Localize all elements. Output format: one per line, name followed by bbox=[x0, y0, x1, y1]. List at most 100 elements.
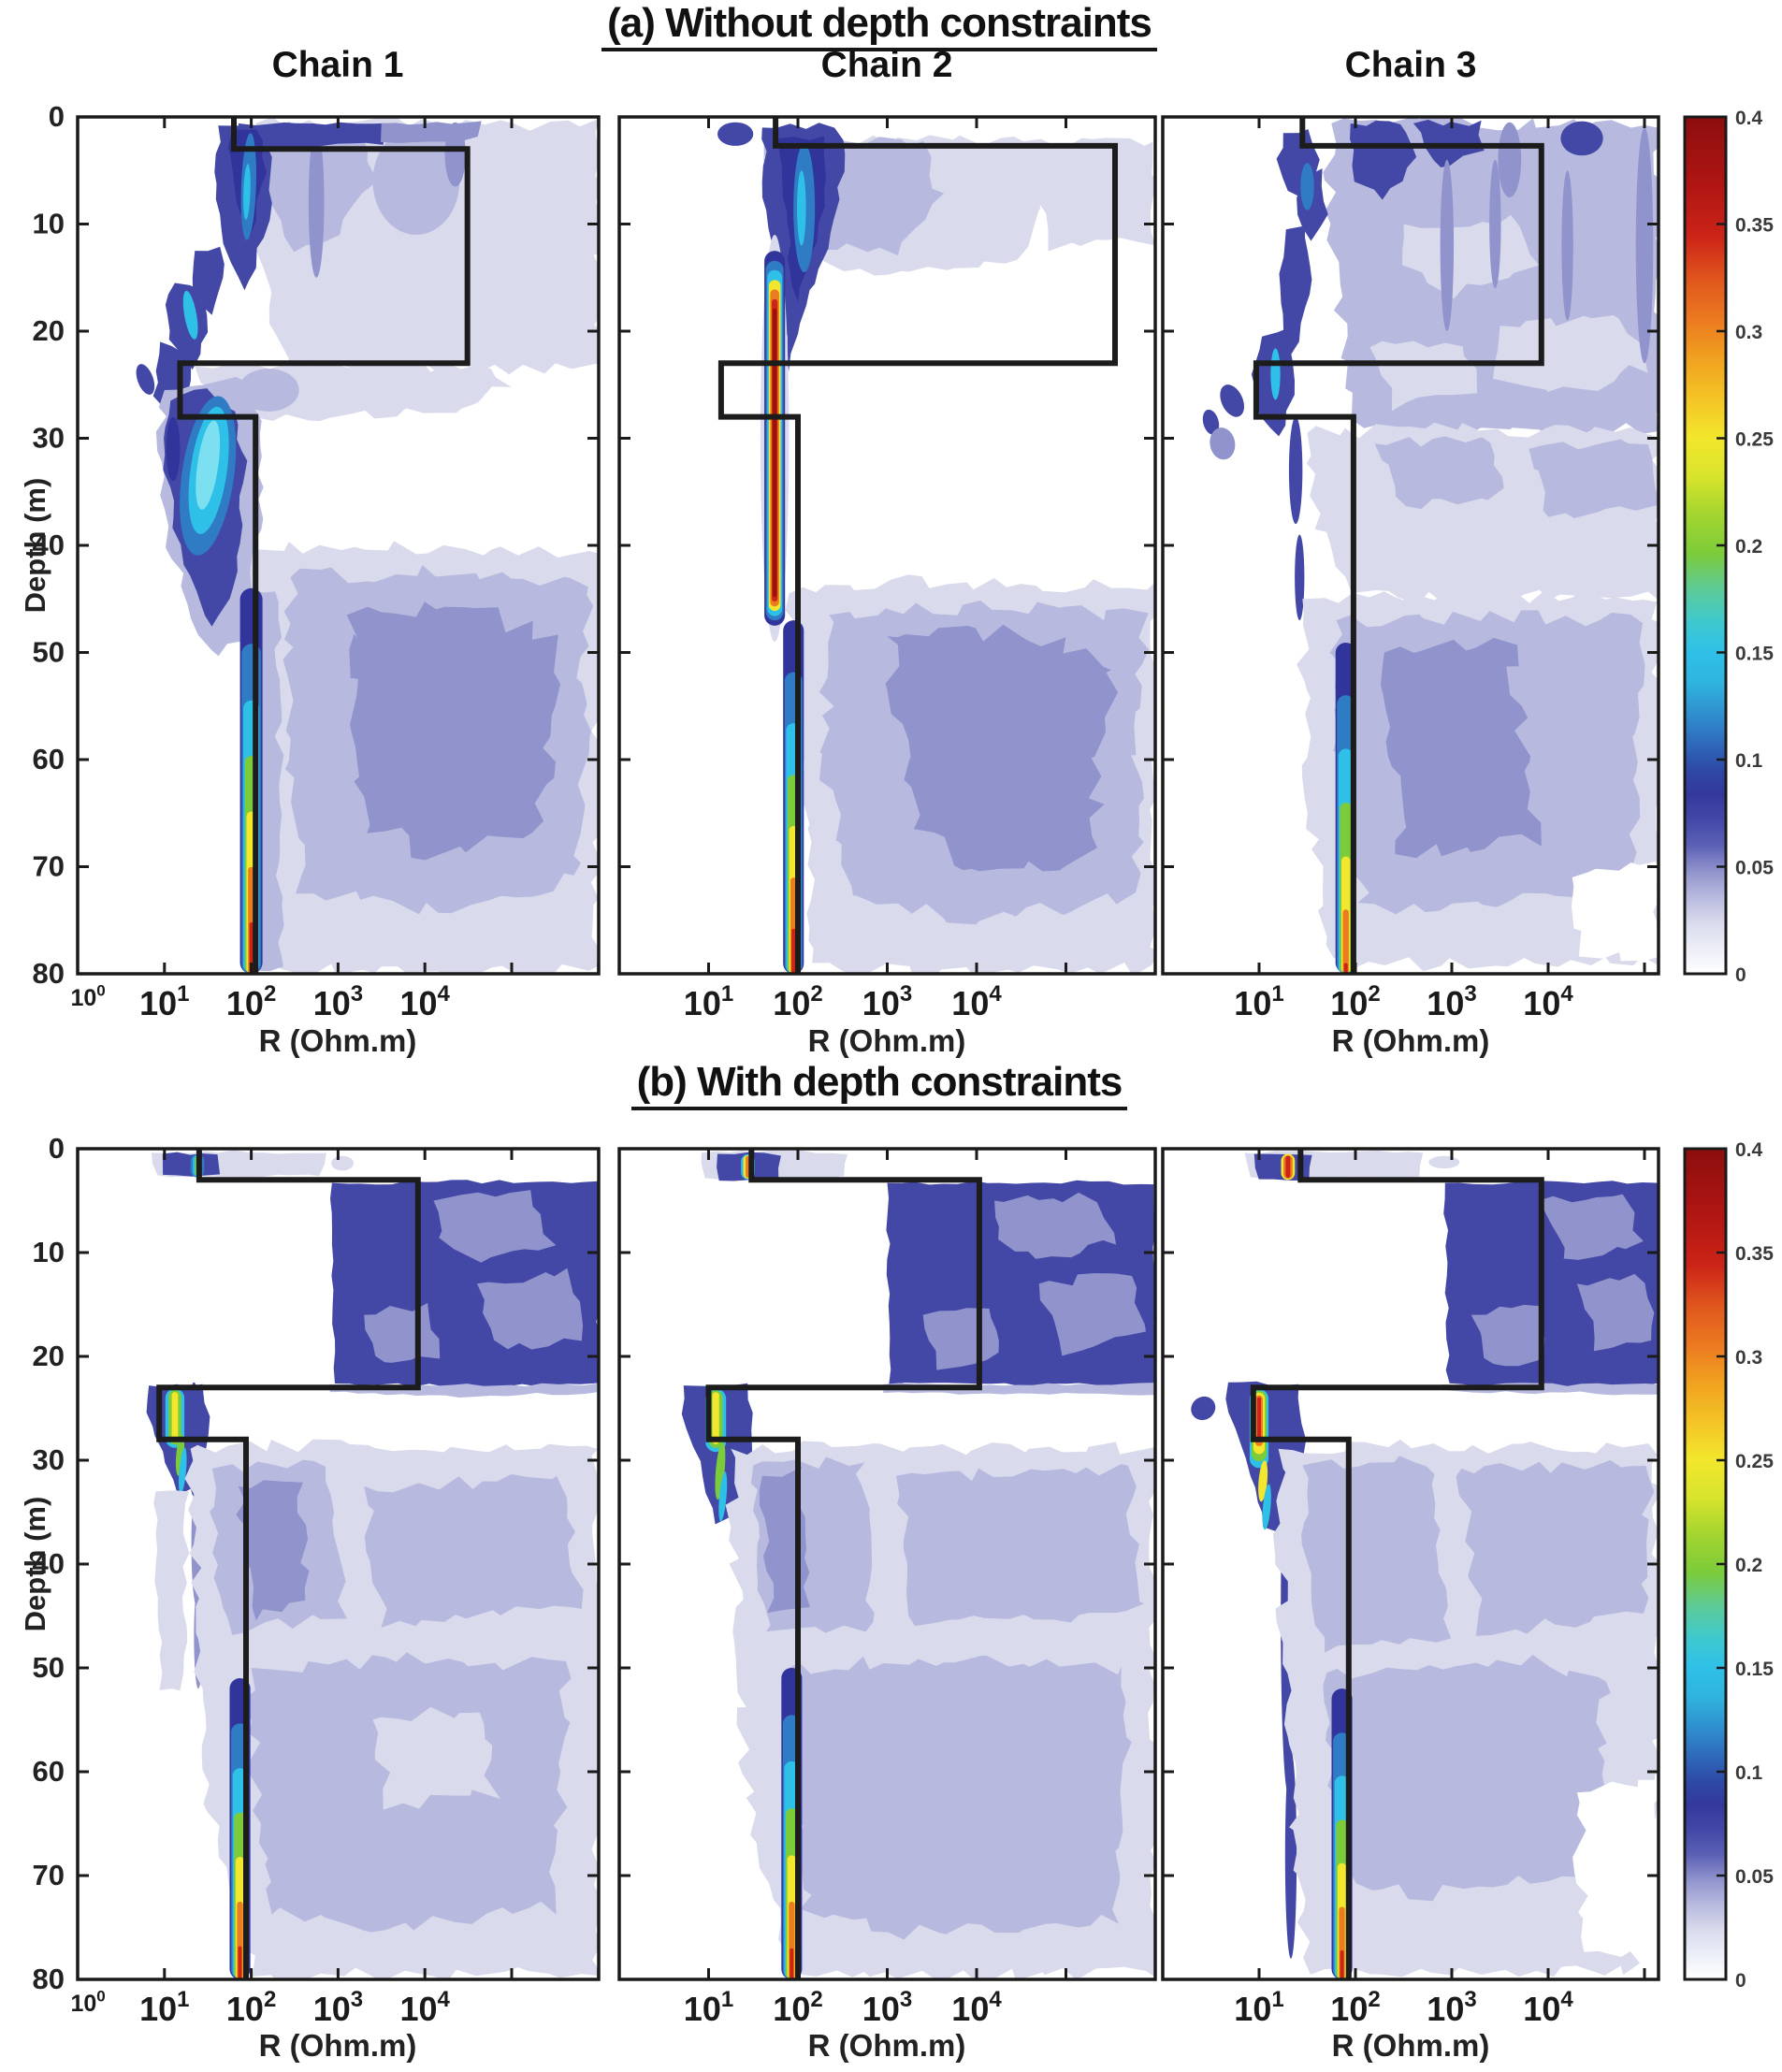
panel-a-title: (a) Without depth constraints bbox=[0, 0, 1759, 51]
reference-model-line bbox=[156, 1150, 421, 1978]
x-tick-label-10e1: 101 bbox=[139, 1987, 189, 2028]
y-tick-label-40: 40 bbox=[33, 1547, 65, 1580]
y-tick-label-10: 10 bbox=[33, 1236, 65, 1268]
reference-model-line bbox=[717, 118, 1118, 973]
x-tick-label-10e3: 103 bbox=[862, 1987, 912, 2028]
y-tick-label-0: 0 bbox=[49, 1132, 65, 1165]
x-tick-label-10e2: 102 bbox=[226, 981, 276, 1022]
colorbar-panel-a: 0 0.05 0.1 0.15 0.2 0.25 0.3 0.35 0.4 bbox=[1683, 108, 1774, 986]
x-tick-label-10e3: 103 bbox=[313, 981, 363, 1022]
axis-ticks bbox=[619, 115, 1157, 976]
y-tick-label-60: 60 bbox=[33, 1755, 65, 1788]
density-blob-cyan bbox=[797, 170, 806, 246]
x-tick-label-10e4: 104 bbox=[1523, 1987, 1573, 2028]
density-region-l4 bbox=[681, 1383, 753, 1525]
x-tick-label-10e0: 100 bbox=[70, 1988, 105, 2018]
panel-a-title-text: (a) Without depth constraints bbox=[601, 0, 1157, 51]
panel-b-title: (b) With depth constraints bbox=[0, 1059, 1759, 1110]
probability-streak-orange bbox=[1342, 909, 1349, 973]
probability-streak-red bbox=[1343, 963, 1348, 973]
density-blob-l3 bbox=[308, 127, 325, 278]
subplot-a-chain-2: 101 102 103 104 bbox=[617, 115, 1157, 1022]
x-tick-label-10e1: 101 bbox=[684, 981, 733, 1022]
probability-streak-red bbox=[791, 928, 796, 973]
density-region-l3 bbox=[1576, 1273, 1655, 1352]
density-blob-l2 bbox=[372, 127, 460, 235]
density-region-l1 bbox=[153, 1490, 190, 1691]
density-region-l2 bbox=[783, 1655, 1132, 1940]
density-blob-l3 bbox=[1498, 122, 1522, 197]
colorbar-label-0.1: 0.1 bbox=[1735, 750, 1763, 772]
density-field bbox=[717, 122, 1154, 973]
density-region-l3 bbox=[236, 1480, 310, 1621]
probability-streak-red bbox=[249, 922, 254, 973]
density-region-l2 bbox=[1301, 1456, 1452, 1653]
reference-model-line bbox=[177, 118, 471, 973]
density-blob-yellow bbox=[1258, 1460, 1268, 1502]
density-blob-l4 bbox=[1202, 409, 1220, 435]
density-blob-l3 bbox=[1635, 127, 1654, 364]
density-region-l3 bbox=[994, 1192, 1117, 1259]
x-tick-label-10e2: 102 bbox=[1330, 1987, 1380, 2028]
colorbar-label-0.2: 0.2 bbox=[1735, 536, 1762, 558]
probability-streak-darkred bbox=[773, 309, 777, 597]
reference-model-line bbox=[1253, 118, 1544, 973]
chain-3-title: Chain 3 bbox=[1344, 45, 1477, 85]
x-tick-label-10e4: 104 bbox=[951, 1987, 1002, 2028]
x-tick-label-10e2: 102 bbox=[226, 1987, 276, 2028]
density-region-l2 bbox=[1374, 436, 1504, 510]
density-region-l3 bbox=[346, 601, 561, 861]
panel-b-title-text: (b) With depth constraints bbox=[630, 1059, 1128, 1110]
probability-streak-red bbox=[1257, 1397, 1261, 1440]
density-region-l3 bbox=[1038, 1273, 1146, 1356]
subplot-b-chain-1: 100 101 102 103 104 0 10 20 30 40 50 60 70 80 bbox=[33, 1132, 601, 2028]
y-tick-label-60: 60 bbox=[33, 743, 65, 775]
x-tick-label-10e4: 104 bbox=[1523, 981, 1573, 1022]
probability-streak-red bbox=[1285, 1155, 1291, 1179]
density-blob-l4 bbox=[1560, 121, 1603, 156]
probability-streak-red bbox=[1340, 1949, 1344, 1978]
density-region-l3 bbox=[364, 1302, 441, 1363]
probability-streak-red bbox=[790, 1948, 794, 1978]
colorbar-label-0.4: 0.4 bbox=[1735, 108, 1763, 129]
density-blob-l1 bbox=[330, 1155, 355, 1171]
y-tick-label-30: 30 bbox=[33, 422, 65, 455]
colorbar-label-0.3: 0.3 bbox=[1735, 322, 1762, 343]
colorbar-label-0.25: 0.25 bbox=[1735, 1451, 1774, 1472]
y-tick-label-20: 20 bbox=[33, 314, 65, 347]
x-tick-label-10e3: 103 bbox=[1427, 981, 1476, 1022]
x-axis-label-a2: R (Ohm.m) bbox=[807, 1023, 966, 1058]
density-blob-cyan bbox=[179, 1447, 187, 1494]
x-tick-labels: 100 101 102 103 104 bbox=[70, 981, 450, 1022]
density-field bbox=[1191, 1150, 1658, 1978]
colorbar-label-0.1: 0.1 bbox=[1735, 1762, 1763, 1784]
x-axis-label-a3: R (Ohm.m) bbox=[1331, 1023, 1490, 1058]
y-tick-labels: 0 10 20 30 40 50 60 70 80 bbox=[33, 1132, 65, 1995]
density-region-l4 bbox=[238, 122, 385, 152]
y-tick-label-80: 80 bbox=[33, 1963, 65, 1995]
density-blob-navy bbox=[166, 416, 181, 482]
density-region-l3 bbox=[1538, 1194, 1644, 1260]
subplot-a-chain-1: 100 101 102 103 104 0 10 20 30 40 50 60 70 80 bbox=[33, 100, 601, 1022]
density-field bbox=[146, 1150, 598, 1978]
y-tick-label-20: 20 bbox=[33, 1340, 65, 1372]
x-tick-label-10e4: 104 bbox=[399, 981, 450, 1022]
x-axis-label-a1: R (Ohm.m) bbox=[258, 1023, 417, 1058]
y-tick-label-40: 40 bbox=[33, 529, 65, 561]
density-region-l3 bbox=[1471, 1304, 1545, 1367]
density-region-l2 bbox=[896, 1464, 1145, 1627]
density-region-l3 bbox=[476, 1268, 584, 1350]
y-tick-label-80: 80 bbox=[33, 957, 65, 990]
density-blob-cyan bbox=[182, 290, 198, 340]
x-tick-label-10e2: 102 bbox=[1330, 981, 1380, 1022]
x-axis-label-b3: R (Ohm.m) bbox=[1331, 2028, 1490, 2063]
density-blob-l4 bbox=[1288, 416, 1303, 525]
density-region-l1 bbox=[372, 1706, 501, 1810]
density-field bbox=[1202, 118, 1658, 973]
density-region-l4 bbox=[165, 283, 209, 370]
x-tick-label-10e3: 103 bbox=[862, 981, 912, 1022]
x-tick-label-10e4: 104 bbox=[399, 1987, 450, 2028]
x-tick-label-10e1: 101 bbox=[139, 981, 189, 1022]
colorbar-label-0: 0 bbox=[1735, 964, 1746, 986]
